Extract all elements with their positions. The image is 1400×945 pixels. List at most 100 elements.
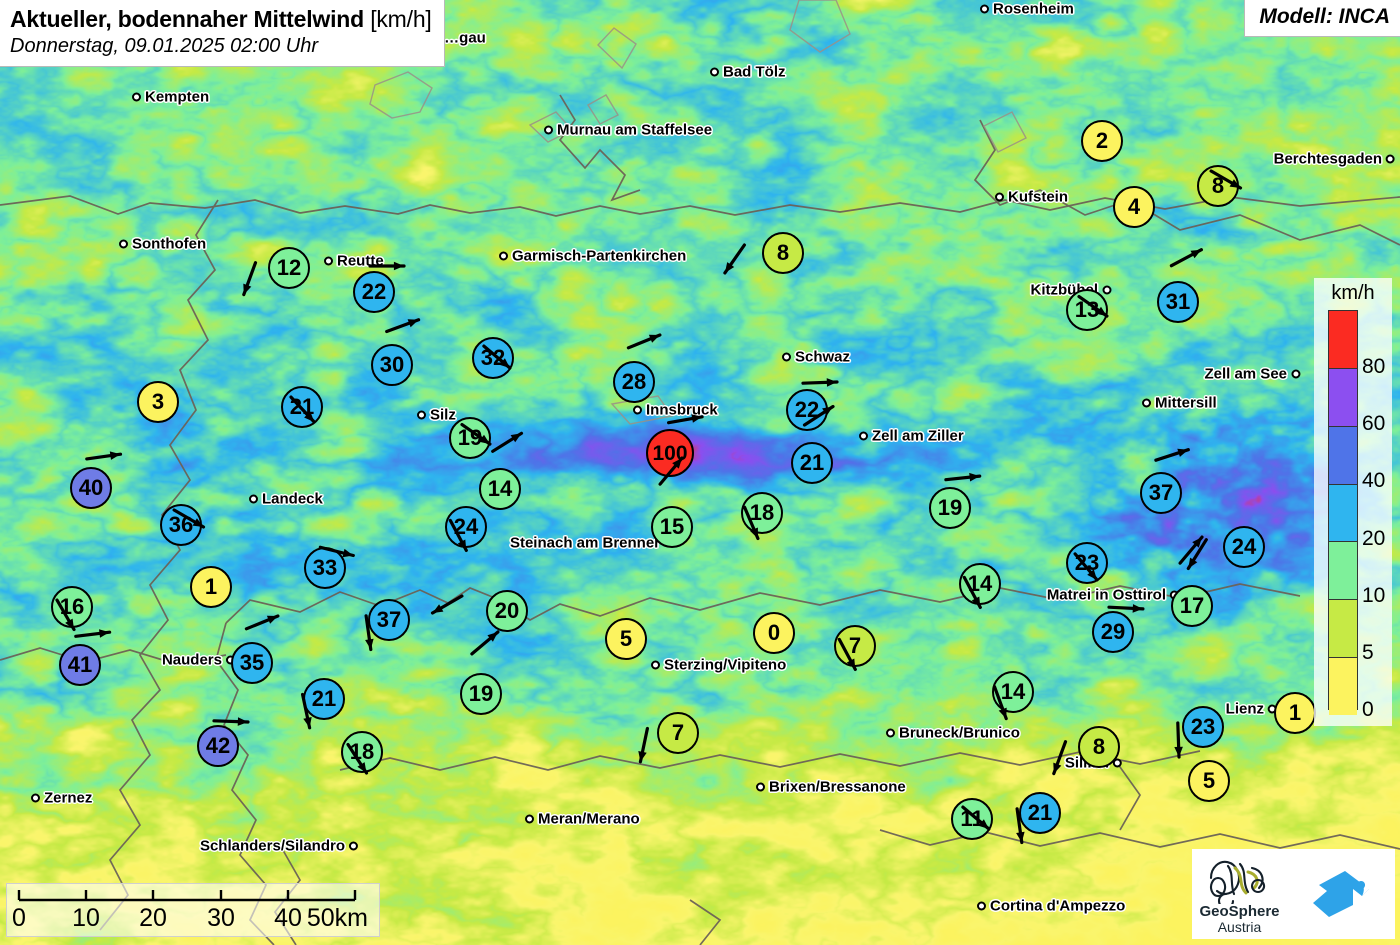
station-value: 29 [1092,611,1134,653]
station-value: 8 [762,232,804,274]
station-marker[interactable]: 19 [449,417,492,459]
legend-tick-label: 10 [1362,583,1386,607]
city-dot-icon [1142,398,1151,408]
station-marker[interactable]: 14 [959,563,1001,609]
station-marker[interactable]: 20 [430,590,528,632]
station-marker[interactable]: 5 [605,618,647,660]
city-dot-icon [417,410,426,420]
city-label: Silz [417,407,456,424]
city-label: Sonthofen [119,236,206,253]
station-marker[interactable]: 21 [301,678,345,730]
station-marker[interactable]: 0 [753,612,795,654]
city-label: Meran/Merano [525,811,640,828]
station-marker[interactable]: 13 [1066,289,1109,331]
city-name: Zell am See [1204,365,1287,383]
model-panel: Modell: INCA [1244,0,1400,37]
station-value: 42 [197,725,239,767]
page-title: Aktueller, bodennaher Mittelwind [km/h] [10,6,432,33]
city-dot-icon [980,4,989,14]
station-value: 1 [1274,692,1316,734]
station-marker[interactable]: 11 [951,798,993,840]
station-marker[interactable]: 36 [160,504,206,546]
city-label: Garmisch-Partenkirchen [499,248,686,265]
city-dot-icon [544,125,553,135]
station-marker[interactable]: 14 [992,671,1034,721]
station-value: 19 [449,417,491,459]
city-label: Zell am See [1204,366,1300,383]
city-label: Berchtesgaden [1274,151,1395,168]
station-marker[interactable]: 17 [1171,535,1213,627]
station-marker[interactable]: 22 [353,261,406,313]
city-label: Schlanders/Silandro [200,838,358,855]
station-marker[interactable]: 2 [1081,120,1123,162]
station-marker[interactable]: 1 [1274,692,1316,734]
color-legend: km/h 80 60 40 20 10 5 0 [1314,278,1392,726]
station-marker[interactable]: 18 [741,492,783,541]
city-dot-icon [651,660,660,670]
city-label: Zernez [31,790,92,807]
city-name: Brixen/Bressanone [769,778,906,796]
station-marker[interactable]: 22 [786,378,839,431]
station-marker[interactable]: 41 [59,629,112,686]
city-name: Rosenheim [993,0,1074,18]
station-marker[interactable]: 100 [646,414,704,477]
station-value: 1 [190,566,232,608]
station-marker[interactable]: 21 [1015,792,1061,845]
station-marker[interactable]: 19 [460,630,502,715]
city-label: Schwaz [782,349,850,366]
station-marker[interactable]: 35 [231,614,280,684]
station-marker[interactable]: 31 [1157,248,1203,323]
station-marker[interactable]: 16 [51,586,93,632]
city-name: Landeck [262,490,323,508]
station-value: 23 [1182,706,1224,748]
city-dot-icon [886,728,895,738]
station-value: 23 [1066,542,1108,584]
station-marker[interactable]: 40 [70,451,123,509]
station-marker[interactable]: 8 [1052,726,1120,776]
station-marker[interactable]: 30 [371,318,421,386]
station-marker[interactable]: 29 [1092,604,1145,653]
station-marker[interactable]: 28 [613,333,662,403]
legend-tick-label: 20 [1362,526,1386,550]
city-dot-icon [119,239,128,249]
station-marker[interactable]: 14 [479,431,524,510]
legend-swatch [1329,483,1357,542]
station-marker[interactable]: 37 [1140,448,1190,514]
station-marker[interactable]: 12 [242,247,310,297]
station-value: 37 [368,599,410,641]
title-unit: [km/h] [370,6,432,32]
station-marker[interactable]: 23 [1066,542,1108,584]
station-marker[interactable]: 33 [304,545,355,589]
station-marker[interactable]: 3 [137,381,179,423]
station-value: 41 [59,644,101,686]
station-marker[interactable]: 7 [834,625,876,671]
station-marker[interactable]: 24 [445,506,487,552]
city-name: Cortina d'Ampezzo [990,897,1126,915]
station-marker[interactable]: 23 [1174,706,1224,759]
station-marker[interactable]: 1 [190,566,232,608]
city-name: Bad Tölz [723,63,786,81]
station-marker[interactable]: 4 [1113,186,1155,228]
station-marker[interactable]: 21 [791,404,835,484]
scale-bar-ticks [17,890,357,902]
station-marker[interactable]: 37 [364,599,410,652]
legend-tick-label: 40 [1362,469,1386,493]
station-marker[interactable]: 18 [341,731,383,775]
station-marker[interactable]: 19 [929,472,982,529]
city-dot-icon [977,901,986,911]
city-label: Innsbruck [633,402,718,419]
station-value: 21 [303,678,345,720]
station-marker[interactable]: 8 [1197,165,1243,207]
station-marker[interactable]: 7 [638,712,699,764]
station-marker[interactable]: 8 [723,232,804,275]
station-marker[interactable]: 15 [651,456,693,548]
station-value: 14 [959,563,1001,605]
station-marker[interactable]: 32 [472,337,514,379]
station-value: 30 [371,344,413,386]
station-marker[interactable]: 5 [1188,760,1230,802]
station-marker[interactable]: 21 [281,386,323,428]
station-value: 37 [1140,472,1182,514]
station-marker[interactable]: 42 [197,717,250,767]
station-marker[interactable]: 24 [1186,526,1265,571]
